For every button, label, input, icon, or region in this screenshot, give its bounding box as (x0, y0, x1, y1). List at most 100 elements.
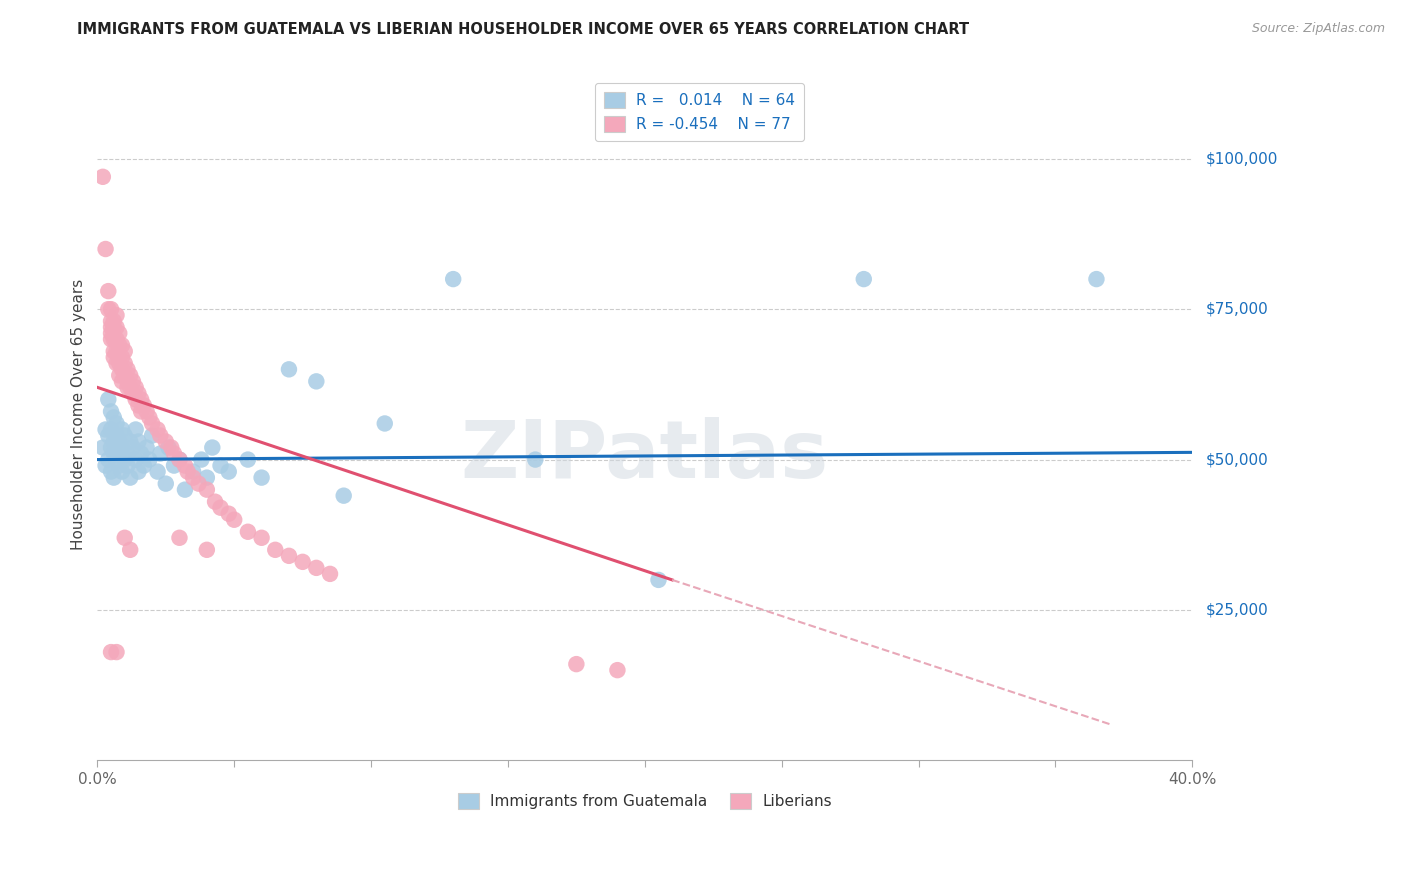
Point (103, 410, 125, 425)
Point (120, 470, 142, 484)
Point (250, 531, 273, 545)
Point (120, 380, 142, 394)
Point (195, 542, 218, 557)
Text: Source: ZipAtlas.com: Source: ZipAtlas.com (1251, 22, 1385, 36)
Point (100, 465, 122, 479)
Point (155, 434, 177, 449)
Point (647, 573, 669, 587)
Point (305, 561, 328, 575)
Point (124, 392, 146, 407)
Point (100, 332, 122, 346)
Point (105, 332, 128, 346)
Point (108, 356, 131, 370)
Point (138, 410, 160, 425)
Point (174, 458, 197, 473)
Text: $75,000: $75,000 (1206, 301, 1268, 317)
Point (111, 422, 134, 436)
Point (135, 441, 157, 455)
Point (103, 320, 125, 334)
Point (141, 417, 163, 431)
Point (111, 465, 134, 479)
Legend: Immigrants from Guatemala, Liberians: Immigrants from Guatemala, Liberians (451, 787, 838, 815)
Point (108, 368, 131, 383)
Point (108, 338, 131, 352)
Point (127, 465, 149, 479)
Text: $50,000: $50,000 (1206, 452, 1268, 467)
Point (111, 441, 134, 455)
Point (114, 356, 136, 370)
Point (97, 428, 120, 442)
Point (100, 320, 122, 334)
Point (100, 326, 122, 341)
Point (111, 338, 134, 352)
Point (176, 465, 198, 479)
Point (278, 549, 301, 563)
Point (100, 314, 122, 328)
Point (91, 169, 114, 184)
Point (127, 386, 149, 401)
Point (174, 483, 197, 497)
Point (114, 452, 136, 467)
Point (122, 386, 145, 401)
Point (94, 458, 117, 473)
Point (209, 500, 232, 515)
Point (209, 458, 232, 473)
Point (169, 452, 191, 467)
Point (114, 428, 136, 442)
Point (111, 362, 134, 376)
Point (97, 392, 120, 407)
Point (108, 351, 131, 365)
Point (565, 657, 588, 672)
Point (103, 434, 125, 449)
Point (100, 441, 122, 455)
Point (291, 555, 314, 569)
Point (122, 441, 145, 455)
Point (103, 344, 125, 359)
Point (108, 434, 131, 449)
Point (155, 476, 177, 491)
Point (160, 441, 183, 455)
Point (108, 458, 131, 473)
Point (218, 465, 240, 479)
Point (105, 356, 128, 370)
Point (204, 494, 226, 508)
Point (97, 302, 120, 317)
Point (141, 428, 163, 442)
Point (105, 320, 128, 334)
Point (332, 489, 354, 503)
Point (117, 458, 139, 473)
Point (103, 314, 125, 328)
Point (224, 513, 246, 527)
Point (91, 441, 114, 455)
Point (97, 452, 120, 467)
Point (236, 524, 259, 539)
Point (105, 428, 128, 442)
Point (195, 483, 218, 497)
Point (149, 446, 172, 460)
Point (157, 441, 180, 455)
Point (105, 417, 128, 431)
Point (122, 375, 145, 389)
Point (105, 308, 128, 322)
Point (169, 452, 191, 467)
Point (132, 458, 155, 473)
Point (114, 368, 136, 383)
Point (132, 399, 155, 413)
Point (305, 375, 328, 389)
Point (524, 452, 547, 467)
Point (218, 507, 240, 521)
Point (129, 404, 152, 418)
Point (146, 465, 169, 479)
Text: $100,000: $100,000 (1206, 152, 1278, 166)
Point (278, 362, 301, 376)
Point (250, 470, 273, 484)
Point (127, 434, 149, 449)
Point (108, 446, 131, 460)
Point (100, 302, 122, 317)
Point (135, 404, 157, 418)
Point (100, 645, 122, 659)
Point (103, 351, 125, 365)
Point (852, 272, 875, 286)
Text: ZIPatlas: ZIPatlas (461, 417, 830, 495)
Point (114, 344, 136, 359)
